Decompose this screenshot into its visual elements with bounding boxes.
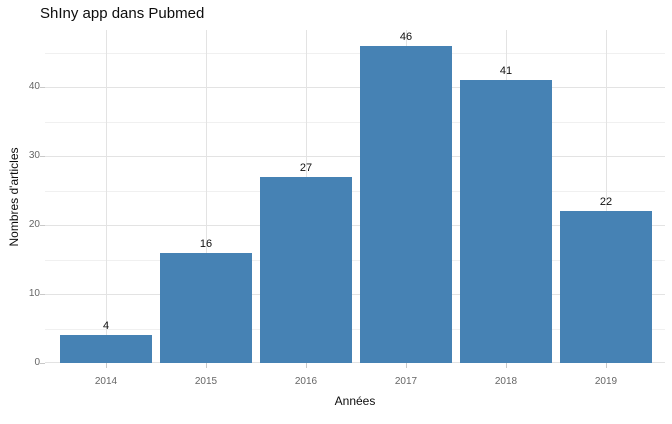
y-tick-label: 30 [28, 150, 40, 162]
x-tick-mark [606, 363, 607, 368]
gridline-major-h [45, 294, 665, 296]
gridline-minor-h [45, 52, 665, 54]
bar-value-label: 46 [399, 30, 413, 43]
gridline-minor-h [45, 121, 665, 123]
chart-title: ShIny app dans Pubmed [40, 5, 205, 22]
y-tick-mark [40, 363, 45, 364]
bar-2016 [260, 176, 352, 363]
y-tick-mark [40, 87, 45, 89]
y-tick-label: 20 [28, 219, 40, 231]
gridline-major-h [45, 225, 665, 227]
x-tick-mark [306, 363, 307, 368]
bar-value-label: 4 [102, 320, 110, 333]
x-tick-mark [406, 363, 407, 368]
x-tick-mark [506, 363, 507, 368]
y-tick-label: 10 [28, 288, 40, 300]
x-tick-label: 2014 [94, 376, 118, 387]
x-tick-label: 2019 [594, 376, 618, 387]
gridline-major-v [606, 30, 607, 363]
gridline-minor-h [45, 259, 665, 261]
x-tick-label: 2017 [394, 376, 418, 387]
gridline-major-h [45, 156, 665, 158]
bar-2014 [60, 335, 152, 363]
gridline-major-h [45, 87, 665, 89]
x-tick-label: 2018 [494, 376, 518, 387]
x-tick-label: 2016 [294, 376, 318, 387]
bar-value-label: 16 [199, 237, 213, 250]
y-tick-mark [40, 294, 45, 296]
gridline-minor-h [45, 190, 665, 192]
bar-2017 [360, 45, 452, 363]
gridline-major-h [45, 362, 665, 363]
gridline-major-v [206, 30, 207, 363]
y-tick-label: 40 [28, 81, 40, 93]
x-tick-mark [206, 363, 207, 368]
bar-value-label: 22 [599, 196, 613, 209]
x-tick-label: 2015 [194, 376, 218, 387]
x-tick-mark [106, 363, 107, 368]
bar-2019 [560, 211, 652, 363]
gridline-minor-h [45, 328, 665, 330]
bar-value-label: 27 [299, 161, 313, 174]
x-axis-title: Années [334, 394, 376, 408]
gridline-major-v [106, 30, 107, 363]
y-tick-mark [40, 225, 45, 227]
bar-value-label: 41 [499, 65, 513, 78]
y-tick-mark [40, 156, 45, 158]
bar-2018 [460, 80, 552, 363]
bar-2015 [160, 252, 252, 363]
plot-panel: 4 16 27 46 41 22 [45, 30, 665, 363]
y-tick-label: 0 [34, 357, 40, 368]
